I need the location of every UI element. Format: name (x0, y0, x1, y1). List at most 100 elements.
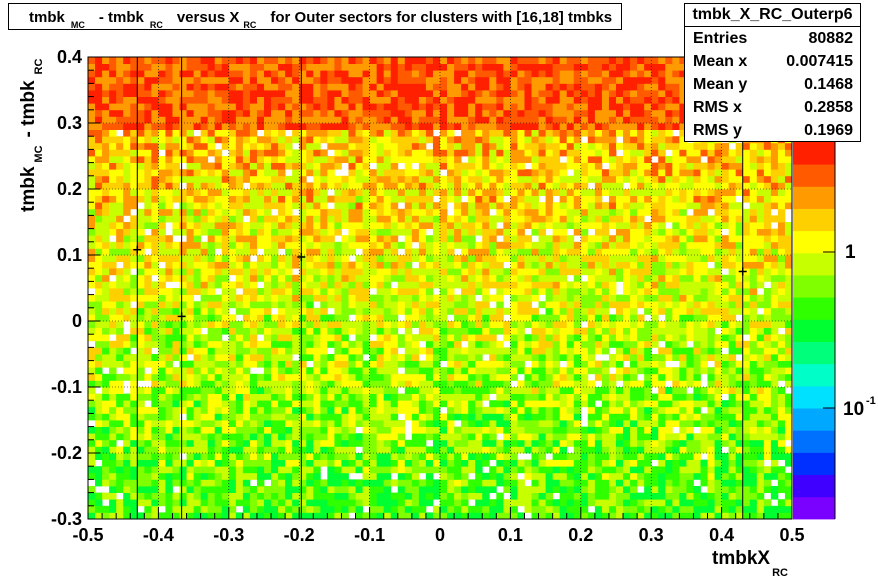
heatmap-cell (496, 439, 504, 447)
heatmap-cell (404, 235, 413, 243)
heatmap-cell (559, 433, 568, 441)
heatmap-cell (334, 228, 342, 236)
heatmap-cell (784, 486, 793, 493)
heatmap-cell (264, 446, 272, 454)
heatmap-cell (517, 439, 525, 447)
heatmap-cell (299, 321, 307, 328)
heatmap-cell (172, 393, 180, 401)
heatmap-cell (362, 228, 370, 236)
heatmap-cell (482, 215, 490, 223)
heatmap-cell (278, 453, 286, 460)
heatmap-cell (278, 367, 286, 375)
heatmap-cell (193, 426, 202, 434)
heatmap-cell (573, 261, 582, 269)
heatmap-cell (411, 387, 420, 394)
heatmap-cell (510, 169, 518, 177)
heatmap-cell (763, 175, 772, 183)
heatmap-cell (763, 294, 772, 302)
heatmap-cell (221, 505, 230, 513)
heatmap-cell (503, 307, 511, 315)
heatmap-cell (158, 354, 166, 361)
heatmap-cell (728, 466, 737, 474)
heatmap-cell (418, 347, 427, 355)
heatmap-cell (770, 453, 779, 460)
heatmap-cell (552, 486, 561, 493)
heatmap-cell (756, 492, 765, 500)
heatmap-cell (644, 334, 652, 342)
heatmap-cell (425, 472, 434, 480)
heatmap-cell (404, 314, 413, 322)
heatmap-cell (658, 268, 666, 276)
heatmap-cell (376, 222, 385, 229)
heatmap-cell (510, 446, 518, 454)
heatmap-cell (102, 505, 110, 513)
heatmap-cell (313, 314, 321, 322)
heatmap-cell (306, 327, 314, 335)
heatmap-cell (369, 294, 378, 302)
heatmap-cell (735, 439, 744, 447)
heatmap-cell (770, 288, 779, 295)
heatmap-cell (383, 420, 392, 427)
heatmap-cell (116, 169, 124, 177)
heatmap-cell (235, 479, 244, 487)
heatmap-cell (623, 281, 631, 289)
heatmap-cell (517, 314, 525, 322)
heatmap-cell (376, 466, 385, 474)
heatmap-cell (369, 307, 378, 315)
heatmap-cell (447, 215, 455, 223)
heatmap-cell (390, 512, 399, 520)
heatmap-cell (475, 486, 483, 493)
heatmap-cell (735, 347, 744, 355)
heatmap-cell (468, 360, 476, 368)
heatmap-cell (763, 195, 772, 203)
heatmap-cell (432, 294, 441, 302)
heatmap-cell (714, 241, 722, 249)
heatmap-cell (468, 420, 476, 427)
heatmap-cell (278, 307, 286, 315)
heatmap-cell (637, 413, 645, 421)
heatmap-cell (327, 268, 335, 276)
heatmap-cell (151, 175, 159, 183)
heatmap-cell (102, 492, 110, 500)
heatmap-cell (95, 347, 103, 355)
heatmap-cell (573, 472, 582, 480)
heatmap-cell (362, 466, 370, 474)
heatmap-cell (440, 373, 448, 381)
heatmap-cell (95, 472, 103, 480)
heatmap-cell (749, 235, 758, 243)
heatmap-cell (447, 182, 455, 190)
heatmap-cell (292, 439, 300, 447)
heatmap-cell (440, 354, 448, 361)
heatmap-cell (545, 274, 554, 282)
heatmap-cell (531, 268, 539, 276)
heatmap-cell (299, 499, 307, 507)
heatmap-cell (623, 433, 631, 441)
heatmap-cell (88, 387, 96, 394)
heatmap-cell (123, 228, 131, 236)
heatmap-cell (390, 360, 399, 368)
heatmap-cell (390, 321, 399, 328)
heatmap-cell (440, 222, 448, 229)
heatmap-cell (102, 274, 110, 282)
heatmap-cell (489, 248, 497, 256)
heatmap-cell (672, 222, 680, 229)
heatmap-cell (432, 347, 441, 355)
heatmap-cell (313, 400, 321, 408)
heatmap-cell (517, 215, 525, 223)
heatmap-cell (299, 307, 307, 315)
heatmap-cell (763, 420, 772, 427)
heatmap-cell (742, 255, 751, 262)
heatmap-cell (249, 202, 258, 210)
heatmap-cell (362, 393, 370, 401)
heatmap-cell (292, 466, 300, 474)
heatmap-cell (503, 202, 511, 210)
heatmap-cell (524, 241, 532, 249)
heatmap-cell (376, 327, 385, 335)
heatmap-cell (88, 307, 96, 315)
heatmap-cell (151, 466, 159, 474)
heatmap-cell (285, 215, 293, 223)
heatmap-cell (390, 288, 399, 295)
heatmap-cell (102, 228, 110, 236)
heatmap-cell (425, 453, 434, 460)
heatmap-cell (341, 512, 349, 520)
